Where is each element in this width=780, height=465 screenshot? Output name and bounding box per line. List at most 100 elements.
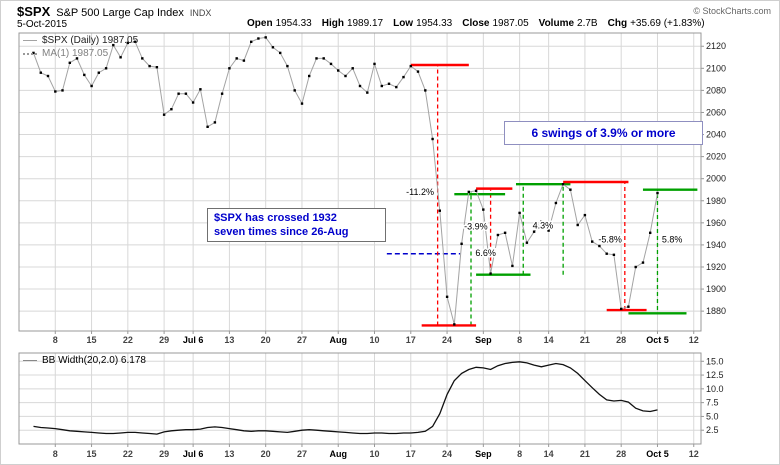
price-border	[18, 32, 702, 332]
bb-width-x-tick-label: 21	[580, 449, 590, 459]
price-y-tick-label: 2120	[706, 41, 726, 51]
quote-chg-label: Chg	[607, 18, 628, 29]
price-line-swatch	[23, 40, 37, 41]
swing-pct-label: -3.9%	[464, 221, 488, 231]
quote-chg-value: +35.69 (+1.83%)	[630, 18, 705, 29]
bb-width-y-tick-label: 7.5	[706, 398, 719, 408]
bb-width-x-tick-label: 29	[159, 449, 169, 459]
bb-width-line	[33, 361, 658, 435]
swing-pct-label: 6.6%	[475, 248, 496, 258]
quote-close-value: 1987.05	[492, 18, 529, 29]
price-x-tick-label: 29	[159, 335, 169, 345]
bb-width-x-tick-label: 14	[544, 449, 554, 459]
price-x-tick-label: 10	[370, 335, 380, 345]
price-x-tick-label: 14	[544, 335, 554, 345]
copyright: © StockCharts.com	[693, 6, 771, 16]
ma-legend-label: MA(1) 1987.05	[42, 48, 109, 59]
price-x-tick-label: 15	[87, 335, 97, 345]
bb-width-x-tick-label: 8	[517, 449, 522, 459]
price-x-tick-label: 21	[580, 335, 590, 345]
quote-volume-label: Volume	[538, 18, 575, 29]
bb-width-y-tick-label: 15.0	[706, 356, 724, 366]
bb-line-swatch	[23, 360, 37, 361]
price-x-tick-label: 17	[406, 335, 416, 345]
exchange-label: INDX	[189, 8, 212, 18]
quote-low-label: Low	[393, 18, 414, 29]
bb-width-y-tick-label: 12.5	[706, 370, 724, 380]
bb-width-x-tick-label: 15	[87, 449, 97, 459]
swing-pct-label: -5.8%	[598, 235, 622, 245]
price-y-tick-label: 1900	[706, 284, 726, 294]
bb-legend-label: BB Width(20,2.0) 6.178	[42, 355, 146, 366]
bb-width-x-tick-label: Jul 6	[183, 449, 204, 459]
bb-width-x-tick-label: 20	[261, 449, 271, 459]
swing-pct-label: 5.8%	[662, 235, 683, 245]
bb-width-legend: BB Width(20,2.0) 6.178	[23, 354, 146, 367]
bb-width-x-tick-label: 22	[123, 449, 133, 459]
swing-annotations	[386, 63, 698, 327]
crossed-1932-callout-box: $SPX has crossed 1932 seven times since …	[207, 208, 386, 242]
price-y-tick-label: 1920	[706, 262, 726, 272]
price-y-tick-label: 2000	[706, 174, 726, 184]
quote-open-value: 1954.33	[275, 18, 312, 29]
quote-date: 5-Oct-2015	[17, 19, 68, 30]
symbol: $SPX	[17, 4, 51, 19]
bb-width-x-tick-label: 28	[616, 449, 626, 459]
price-y-tick-label: 2100	[706, 63, 726, 73]
bb-width-y-tick-label: 2.5	[706, 425, 719, 435]
bb-width-x-tick-label: Aug	[329, 449, 347, 459]
quote-high-label: High	[321, 18, 344, 29]
quote-low-value: 1954.33	[416, 18, 453, 29]
bb-width-x-tick-label: 13	[224, 449, 234, 459]
bb-width-x-tick-label: 27	[297, 449, 307, 459]
price-x-tick-label: 24	[442, 335, 452, 345]
quote-high-value: 1989.17	[346, 18, 384, 29]
price-x-tick-label: Oct 5	[646, 335, 669, 345]
price-y-tick-label: 2080	[706, 85, 726, 95]
index-name: S&P 500 Large Cap Index	[56, 7, 184, 19]
chart-header: $SPX S&P 500 Large Cap Index INDX	[17, 4, 211, 19]
bb-width-x-tick-label: 12	[689, 449, 699, 459]
price-y-tick-label: 1880	[706, 306, 726, 316]
bb-width-x-tick-label: Oct 5	[646, 449, 669, 459]
bb-width-panel: 2.5 5.0 7.5 10.0 12.5 15.0 8 15 22 29 Jul 6 13 20 27 A…	[18, 352, 724, 459]
quote-open-label: Open	[247, 18, 273, 29]
price-x-tick-label: 22	[123, 335, 133, 345]
swing-pct-labels: -11.2% 6.6% -3.9% 4.3% -5.8% 5.8%	[405, 186, 684, 260]
bb-width-y-tick-label: 5.0	[706, 411, 719, 421]
price-y-tick-label: 2020	[706, 152, 726, 162]
callout-line-1: $SPX has crossed 1932	[214, 212, 337, 224]
bb-width-x-tick-label: 24	[442, 449, 452, 459]
price-y-tick-label: 1940	[706, 240, 726, 250]
price-y-tick-label: 2040	[706, 130, 726, 140]
quote-volume-value: 2.7B	[577, 18, 598, 29]
quote-close-label: Close	[462, 18, 490, 29]
price-x-tick-label: Jul 6	[183, 335, 204, 345]
swing-pct-label: -11.2%	[406, 187, 434, 197]
price-x-tick-label: Aug	[329, 335, 347, 345]
bb-width-x-tick-label: Sep	[475, 449, 492, 459]
price-x-tick-label: 8	[517, 335, 522, 345]
bb-width-x-tick-label: 17	[406, 449, 416, 459]
price-x-tick-label: 8	[53, 335, 58, 345]
price-legend: $SPX (Daily) 1987.05 MA(1) 1987.05	[23, 34, 138, 60]
bb-width-x-tick-label: 10	[370, 449, 380, 459]
price-markers	[32, 36, 659, 326]
price-y-tick-label: 1960	[706, 218, 726, 228]
price-x-tick-label: 20	[261, 335, 271, 345]
quote-row: Open 1954.33 High 1989.17 Low 1954.33 Close…	[247, 18, 705, 29]
price-y-tick-label: 1980	[706, 196, 726, 206]
price-y-tick-label: 2060	[706, 107, 726, 117]
callout-line-2: seven times since 26-Aug	[214, 226, 349, 238]
swing-pct-label: 4.3%	[533, 220, 554, 230]
price-x-tick-label: 12	[689, 335, 699, 345]
bb-width-border	[18, 352, 702, 445]
price-x-tick-label: 28	[616, 335, 626, 345]
bb-width-y-tick-label: 10.0	[706, 384, 724, 394]
bb-width-x-tick-label: 8	[53, 449, 58, 459]
ma-line-swatch	[23, 52, 37, 55]
price-legend-label: $SPX (Daily) 1987.05	[42, 35, 139, 46]
price-x-tick-label: 27	[297, 335, 307, 345]
